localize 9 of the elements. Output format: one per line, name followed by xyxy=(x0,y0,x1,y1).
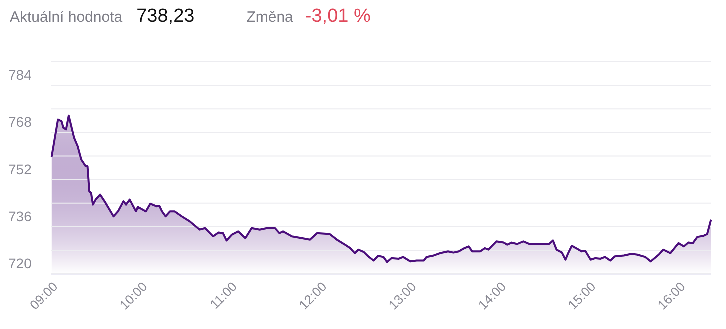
text: Aktuální hodnota xyxy=(10,9,123,26)
text: 738,23 xyxy=(136,6,195,28)
y-tick-label: 736 xyxy=(8,208,32,224)
text: Změna xyxy=(246,9,294,26)
y-tick-label: 784 xyxy=(8,67,32,84)
y-tick-label: 752 xyxy=(8,161,32,178)
y-tick-label: 768 xyxy=(8,114,32,130)
text: -3,01 % xyxy=(305,6,371,28)
y-tick-label: 720 xyxy=(8,256,32,272)
